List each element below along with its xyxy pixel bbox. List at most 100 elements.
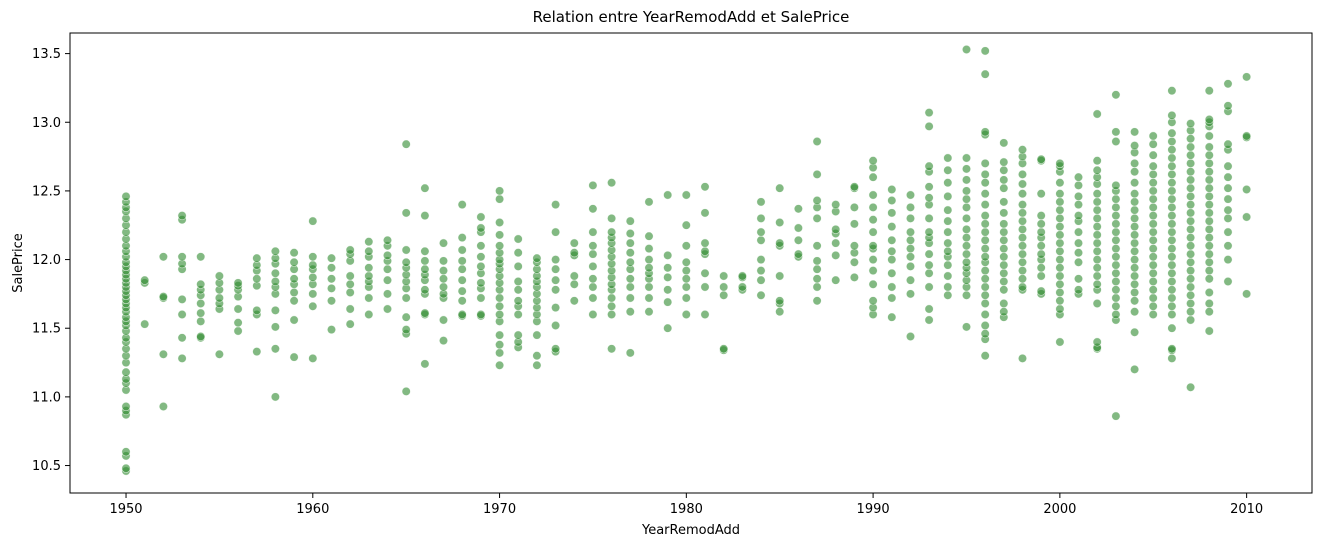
data-point — [999, 138, 1009, 148]
data-point — [495, 194, 505, 204]
data-point — [905, 252, 915, 262]
data-point — [924, 249, 934, 259]
data-point — [1204, 249, 1214, 259]
data-point — [364, 309, 374, 319]
data-point — [196, 308, 206, 318]
y-tick-label: 11.0 — [32, 390, 61, 405]
data-point — [607, 293, 617, 303]
data-point — [980, 46, 990, 56]
data-point — [644, 197, 654, 207]
data-point — [289, 315, 299, 325]
data-point — [1148, 139, 1158, 149]
data-point — [382, 235, 392, 245]
data-point — [1130, 127, 1140, 137]
data-point — [1074, 285, 1084, 295]
data-point — [663, 285, 673, 295]
data-point — [961, 257, 971, 267]
data-point — [270, 392, 280, 402]
data-point — [1167, 227, 1177, 237]
data-point — [943, 227, 953, 237]
data-point — [1148, 285, 1158, 295]
data-point — [1148, 219, 1158, 229]
data-point — [999, 165, 1009, 175]
data-point — [1167, 285, 1177, 295]
data-point — [999, 157, 1009, 167]
data-point — [719, 290, 729, 300]
data-point — [401, 312, 411, 322]
data-point — [513, 296, 523, 306]
data-point — [849, 241, 859, 251]
data-point — [681, 309, 691, 319]
data-point — [849, 202, 859, 212]
data-point — [1186, 167, 1196, 177]
data-point — [1130, 279, 1140, 289]
data-point — [961, 241, 971, 251]
data-point — [756, 213, 766, 223]
data-point — [1242, 289, 1252, 299]
data-point — [289, 287, 299, 297]
data-point — [1167, 252, 1177, 262]
data-point — [700, 282, 710, 292]
x-tick-label: 1980 — [670, 502, 703, 517]
data-point — [1074, 227, 1084, 237]
data-point — [1167, 309, 1177, 319]
data-point — [1036, 263, 1046, 273]
data-point — [1111, 411, 1121, 421]
x-tick-label: 1950 — [109, 502, 142, 517]
data-point — [1242, 72, 1252, 82]
data-point — [1186, 282, 1196, 292]
data-point — [1111, 260, 1121, 270]
data-point — [644, 231, 654, 241]
data-point — [905, 275, 915, 285]
data-point — [1186, 158, 1196, 168]
data-point — [1074, 191, 1084, 201]
data-point — [1223, 139, 1233, 149]
data-point — [999, 183, 1009, 193]
data-point — [532, 351, 542, 361]
data-point — [1167, 137, 1177, 147]
data-point — [980, 274, 990, 284]
data-point — [999, 252, 1009, 262]
data-point — [681, 274, 691, 284]
data-point — [1055, 287, 1065, 297]
data-point — [943, 216, 953, 226]
data-point — [1167, 323, 1177, 333]
data-point — [1036, 227, 1046, 237]
data-point — [887, 255, 897, 265]
data-point — [270, 305, 280, 315]
data-point — [980, 235, 990, 245]
data-point — [681, 241, 691, 251]
data-point — [438, 266, 448, 276]
data-point — [700, 182, 710, 192]
data-point — [476, 309, 486, 319]
data-point — [961, 194, 971, 204]
data-point — [1204, 307, 1214, 317]
data-point — [1055, 189, 1065, 199]
data-point — [420, 183, 430, 193]
data-point — [495, 293, 505, 303]
data-point — [812, 169, 822, 179]
y-tick-label: 10.5 — [32, 459, 61, 474]
data-point — [588, 227, 598, 237]
data-point — [569, 271, 579, 281]
data-point — [1130, 158, 1140, 168]
data-point — [1074, 274, 1084, 284]
data-point — [1092, 165, 1102, 175]
data-point — [1186, 119, 1196, 129]
data-point — [140, 319, 150, 329]
data-point — [1130, 178, 1140, 188]
data-point — [438, 282, 448, 292]
data-point — [756, 235, 766, 245]
data-point — [1130, 364, 1140, 374]
data-point — [1204, 233, 1214, 243]
data-point — [1092, 222, 1102, 232]
data-point — [158, 401, 168, 411]
data-point — [308, 301, 318, 311]
data-point — [1148, 227, 1158, 237]
data-point — [812, 241, 822, 251]
data-point — [1167, 194, 1177, 204]
data-point — [289, 248, 299, 258]
data-point — [1148, 309, 1158, 319]
data-point — [849, 182, 859, 192]
data-point — [1167, 344, 1177, 354]
